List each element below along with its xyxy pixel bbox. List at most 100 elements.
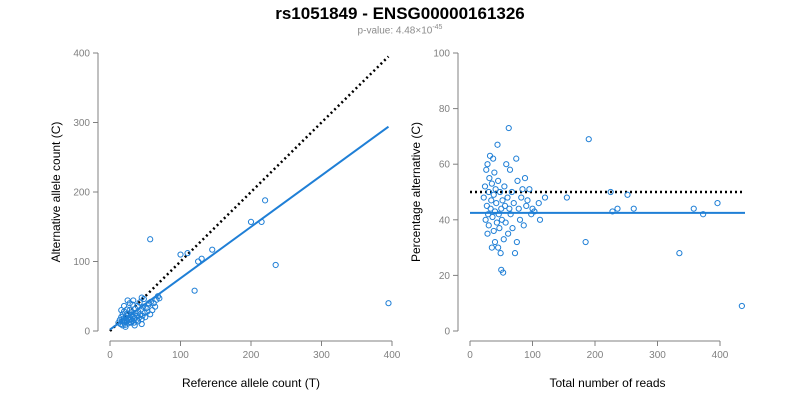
data-point [505, 124, 512, 132]
data-point [506, 166, 514, 173]
data-point [714, 200, 721, 207]
data-point [535, 200, 542, 207]
x-tick-label: 0 [107, 350, 113, 361]
data-point [503, 161, 510, 168]
fit-line [109, 125, 390, 331]
data-point [488, 180, 495, 187]
data-point [124, 297, 131, 304]
data-point [501, 202, 509, 209]
data-point [496, 188, 504, 196]
data-point [505, 230, 512, 237]
data-point [121, 302, 128, 310]
data-point [506, 205, 513, 212]
data-point [521, 175, 529, 182]
data-point [492, 186, 499, 193]
data-point [690, 205, 697, 212]
data-point [258, 218, 265, 225]
x-tick-label: 400 [712, 350, 729, 361]
data-point [156, 295, 163, 302]
data-point [177, 251, 184, 258]
data-point [485, 211, 492, 218]
data-point [519, 186, 526, 193]
data-point [624, 191, 631, 198]
reference-line [109, 55, 390, 332]
data-point [191, 287, 198, 294]
data-point [541, 194, 549, 201]
data-point [145, 300, 152, 307]
x-tick-label: 100 [524, 350, 541, 361]
data-point [516, 216, 524, 223]
data-point [494, 141, 501, 148]
y-tick-label: 200 [73, 188, 90, 199]
x-tick-label: 300 [649, 350, 666, 361]
y-tick-label: 0 [84, 327, 90, 338]
data-point [515, 205, 522, 212]
data-point [209, 246, 216, 253]
data-point [518, 194, 525, 201]
data-point [495, 244, 502, 251]
data-point [484, 230, 491, 237]
data-point [122, 323, 129, 330]
data-point [198, 255, 205, 262]
data-point [502, 219, 509, 226]
x-axis-title: Reference allele count (T) [182, 376, 320, 390]
data-point [607, 188, 614, 196]
data-point [131, 322, 138, 329]
data-point [496, 225, 503, 232]
data-point [262, 197, 269, 204]
data-point [520, 222, 527, 229]
data-point [195, 258, 202, 265]
data-point [147, 236, 154, 243]
data-point [508, 188, 515, 196]
data-point [118, 307, 125, 314]
data-point [493, 219, 500, 226]
data-point [485, 222, 492, 229]
y-tick-label: 40 [439, 215, 451, 226]
data-point [126, 307, 133, 314]
data-point [513, 238, 520, 246]
data-point [247, 218, 255, 225]
y-tick-label: 400 [73, 49, 90, 60]
data-point [500, 236, 507, 243]
data-point [490, 227, 497, 235]
data-point [385, 300, 392, 307]
data-point [536, 216, 544, 223]
data-point [531, 208, 538, 215]
data-point [491, 238, 499, 246]
data-point [582, 238, 589, 246]
data-point [487, 205, 494, 212]
data-point [524, 197, 531, 204]
y-tick-label: 100 [73, 257, 90, 268]
data-point [481, 183, 489, 190]
y-tick-label: 0 [444, 327, 450, 338]
allele-count-panel: 0 100 200 300 400 0 100 200 300 400 Reference alle… [49, 49, 401, 391]
data-point [483, 166, 490, 173]
data-point [510, 200, 517, 207]
y-axis-title: Alternative allele count (C) [49, 122, 63, 263]
y-tick-label: 300 [73, 118, 90, 129]
data-point [488, 197, 495, 204]
data-point [142, 314, 149, 321]
data-point [497, 250, 504, 257]
data-point [491, 169, 498, 176]
x-tick-label: 0 [467, 350, 473, 361]
data-point [563, 194, 570, 201]
data-point [480, 194, 487, 201]
data-point [482, 216, 489, 223]
x-axis-title: Total number of reads [549, 376, 665, 390]
data-point [523, 202, 530, 209]
pvalue-label: p-value: 4.48×10-45 [0, 24, 800, 36]
data-point [514, 177, 521, 184]
data-point [488, 244, 495, 251]
data-point [513, 155, 520, 162]
data-point [504, 194, 511, 201]
data-point [184, 250, 191, 257]
data-point [138, 294, 145, 301]
y-tick-label: 100 [433, 49, 450, 60]
x-tick-label: 100 [172, 350, 189, 361]
data-point [149, 307, 156, 314]
data-point [609, 208, 616, 215]
data-point [511, 250, 519, 257]
data-point [152, 303, 159, 310]
